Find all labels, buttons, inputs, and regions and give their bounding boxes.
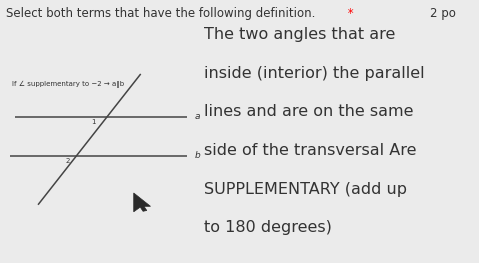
Text: to 180 degrees): to 180 degrees): [204, 220, 331, 235]
Text: *: *: [344, 7, 354, 20]
Text: 1: 1: [91, 119, 96, 125]
Text: side of the transversal Are: side of the transversal Are: [204, 143, 416, 158]
Polygon shape: [134, 193, 150, 212]
Text: 2: 2: [65, 158, 69, 164]
Text: b: b: [194, 151, 200, 160]
Text: lines and are on the same: lines and are on the same: [204, 104, 413, 119]
Text: a: a: [194, 112, 200, 121]
Text: inside (interior) the parallel: inside (interior) the parallel: [204, 65, 424, 80]
Text: Select both terms that have the following definition.: Select both terms that have the followin…: [6, 7, 316, 20]
Text: If ∠ supplementary to −2 → a‖b: If ∠ supplementary to −2 → a‖b: [12, 80, 125, 88]
Text: The two angles that are: The two angles that are: [204, 27, 395, 42]
Text: 2 po: 2 po: [430, 7, 456, 20]
Text: SUPPLEMENTARY (add up: SUPPLEMENTARY (add up: [204, 182, 407, 197]
